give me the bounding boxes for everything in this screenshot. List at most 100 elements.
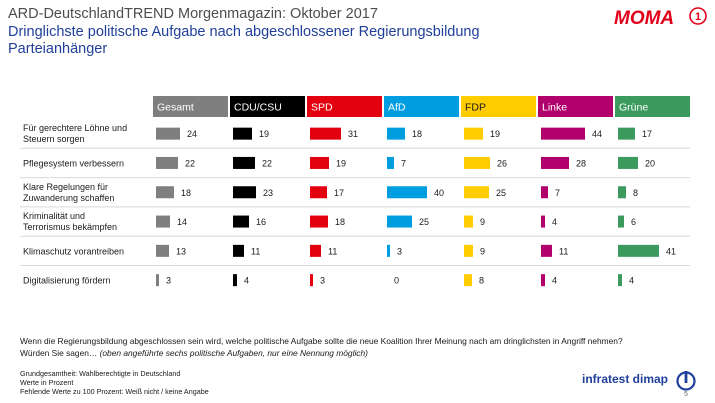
bar-value-1-0: 19 [259,129,269,139]
series-header-label-0: Gesamt [157,102,194,114]
bar-value-1-1: 22 [262,158,272,168]
series-header-0 [153,96,228,117]
bar-value-6-1: 20 [645,158,655,168]
bar-3-1 [387,156,394,169]
bar-value-3-2: 40 [434,188,444,198]
bar-value-0-2: 18 [181,188,191,198]
bar-value-3-3: 25 [419,217,429,227]
bar-value-2-5: 3 [320,276,325,286]
page-number: 5 [684,391,688,398]
series-header-6 [615,96,690,117]
bar-value-4-2: 25 [496,188,506,198]
series-header-label-3: AfD [388,102,406,114]
bar-value-2-2: 17 [334,188,344,198]
bar-0-1 [156,156,178,169]
bar-2-0 [310,127,341,140]
bar-value-4-3: 9 [480,217,485,227]
infratest-dimap-logo-icon [676,371,696,391]
bar-value-3-4: 3 [397,246,402,256]
bar-value-6-5: 4 [629,276,634,286]
bar-2-5 [310,274,313,287]
brand-name: infratest dimap [582,372,669,386]
ard-one-badge-icon [689,7,707,25]
bar-value-1-5: 4 [244,276,249,286]
series-header-label-2: SPD [311,102,333,114]
category-label-2-1: Zuwanderung schaffen [23,193,114,203]
bar-value-4-4: 9 [480,246,485,256]
bar-6-2 [618,186,626,199]
bar-3-2 [387,186,427,199]
bar-value-3-1: 7 [401,158,406,168]
bar-value-0-4: 13 [176,246,186,256]
category-label-4-0: Klimaschutz vorantreiben [23,246,124,256]
bar-value-3-5: 0 [394,276,399,286]
survey-question: Wenn die Regierungsbildung abgeschlossen… [20,336,710,359]
bar-5-1 [541,156,569,169]
bar-6-4 [618,244,659,257]
series-header-1 [230,96,305,117]
footnote-base: Grundgesamtheit: Wahlberechtigte in Deut… [20,369,181,378]
footnote-unit: Werte in Prozent [20,378,74,388]
bar-4-3 [464,215,473,228]
series-header-5 [538,96,613,117]
category-label-5-0: Digitalisierung fördern [23,276,111,286]
category-label-3-0: Kriminalität und [23,211,85,221]
bar-value-0-3: 14 [177,217,187,227]
question-line-2: Würden Sie sagen… (oben angeführte sechs… [20,348,710,360]
bar-2-2 [310,186,327,199]
bar-0-3 [156,215,170,228]
moma-logo-text: MOMA [614,8,674,29]
bar-6-5 [618,274,622,287]
bar-value-5-0: 44 [592,129,602,139]
bar-value-5-2: 7 [555,188,560,198]
category-label-3-1: Terrorismus bekämpfen [23,222,117,232]
bar-value-0-0: 24 [187,129,197,139]
bar-0-0 [156,127,180,140]
bar-value-6-4: 41 [666,246,676,256]
bar-0-2 [156,186,174,199]
bar-6-0 [618,127,635,140]
bar-1-2 [233,186,256,199]
bar-value-2-4: 11 [328,246,337,256]
series-header-label-1: CDU/CSU [234,102,282,114]
bar-value-2-3: 18 [335,217,345,227]
bar-4-4 [464,244,473,257]
category-label-1-0: Pflegesystem verbessern [23,158,124,168]
series-header-label-5: Linke [542,102,567,114]
series-header-label-6: Grüne [619,102,648,114]
bar-0-5 [156,274,159,287]
bar-5-4 [541,244,552,257]
ard-one-badge-text: 1 [695,11,701,23]
bar-value-2-1: 19 [336,158,346,168]
bar-4-1 [464,156,490,169]
bar-value-1-2: 23 [263,188,273,198]
question-line-1: Wenn die Regierungsbildung abgeschlossen… [20,336,623,346]
footnotes: Grundgesamtheit: Wahlberechtigte in Deut… [20,369,209,397]
chart-subtitle: Dringlichste politische Aufgabe nach abg… [8,24,568,58]
bar-value-1-4: 11 [251,246,260,256]
series-header-3 [384,96,459,117]
category-label-2-0: Klare Regelungen für [23,182,108,192]
series-header-4 [461,96,536,117]
footnote-missing: Fehlende Werte zu 100 Prozent: Weiß nich… [20,387,209,397]
bar-1-5 [233,274,237,287]
bar-value-4-1: 26 [497,158,507,168]
series-header-2 [307,96,382,117]
category-label-0-1: Steuern sorgen [23,134,85,144]
bar-value-1-3: 16 [256,217,266,227]
bar-1-0 [233,127,252,140]
bar-value-5-3: 4 [552,217,557,227]
bar-value-5-1: 28 [576,158,586,168]
bar-3-3 [387,215,412,228]
category-label-0-0: Für gerechtere Löhne und [23,123,127,133]
question-prefix: Würden Sie sagen… [20,347,100,358]
bar-value-4-5: 8 [479,276,484,286]
bar-value-3-0: 18 [412,129,422,139]
bar-value-2-0: 31 [348,129,358,139]
bar-4-2 [464,186,489,199]
moma-logo: MOMA 1 [614,7,707,29]
bar-5-3 [541,215,545,228]
bar-value-5-5: 4 [552,276,557,286]
bar-value-5-4: 11 [559,246,568,256]
bar-1-3 [233,215,249,228]
